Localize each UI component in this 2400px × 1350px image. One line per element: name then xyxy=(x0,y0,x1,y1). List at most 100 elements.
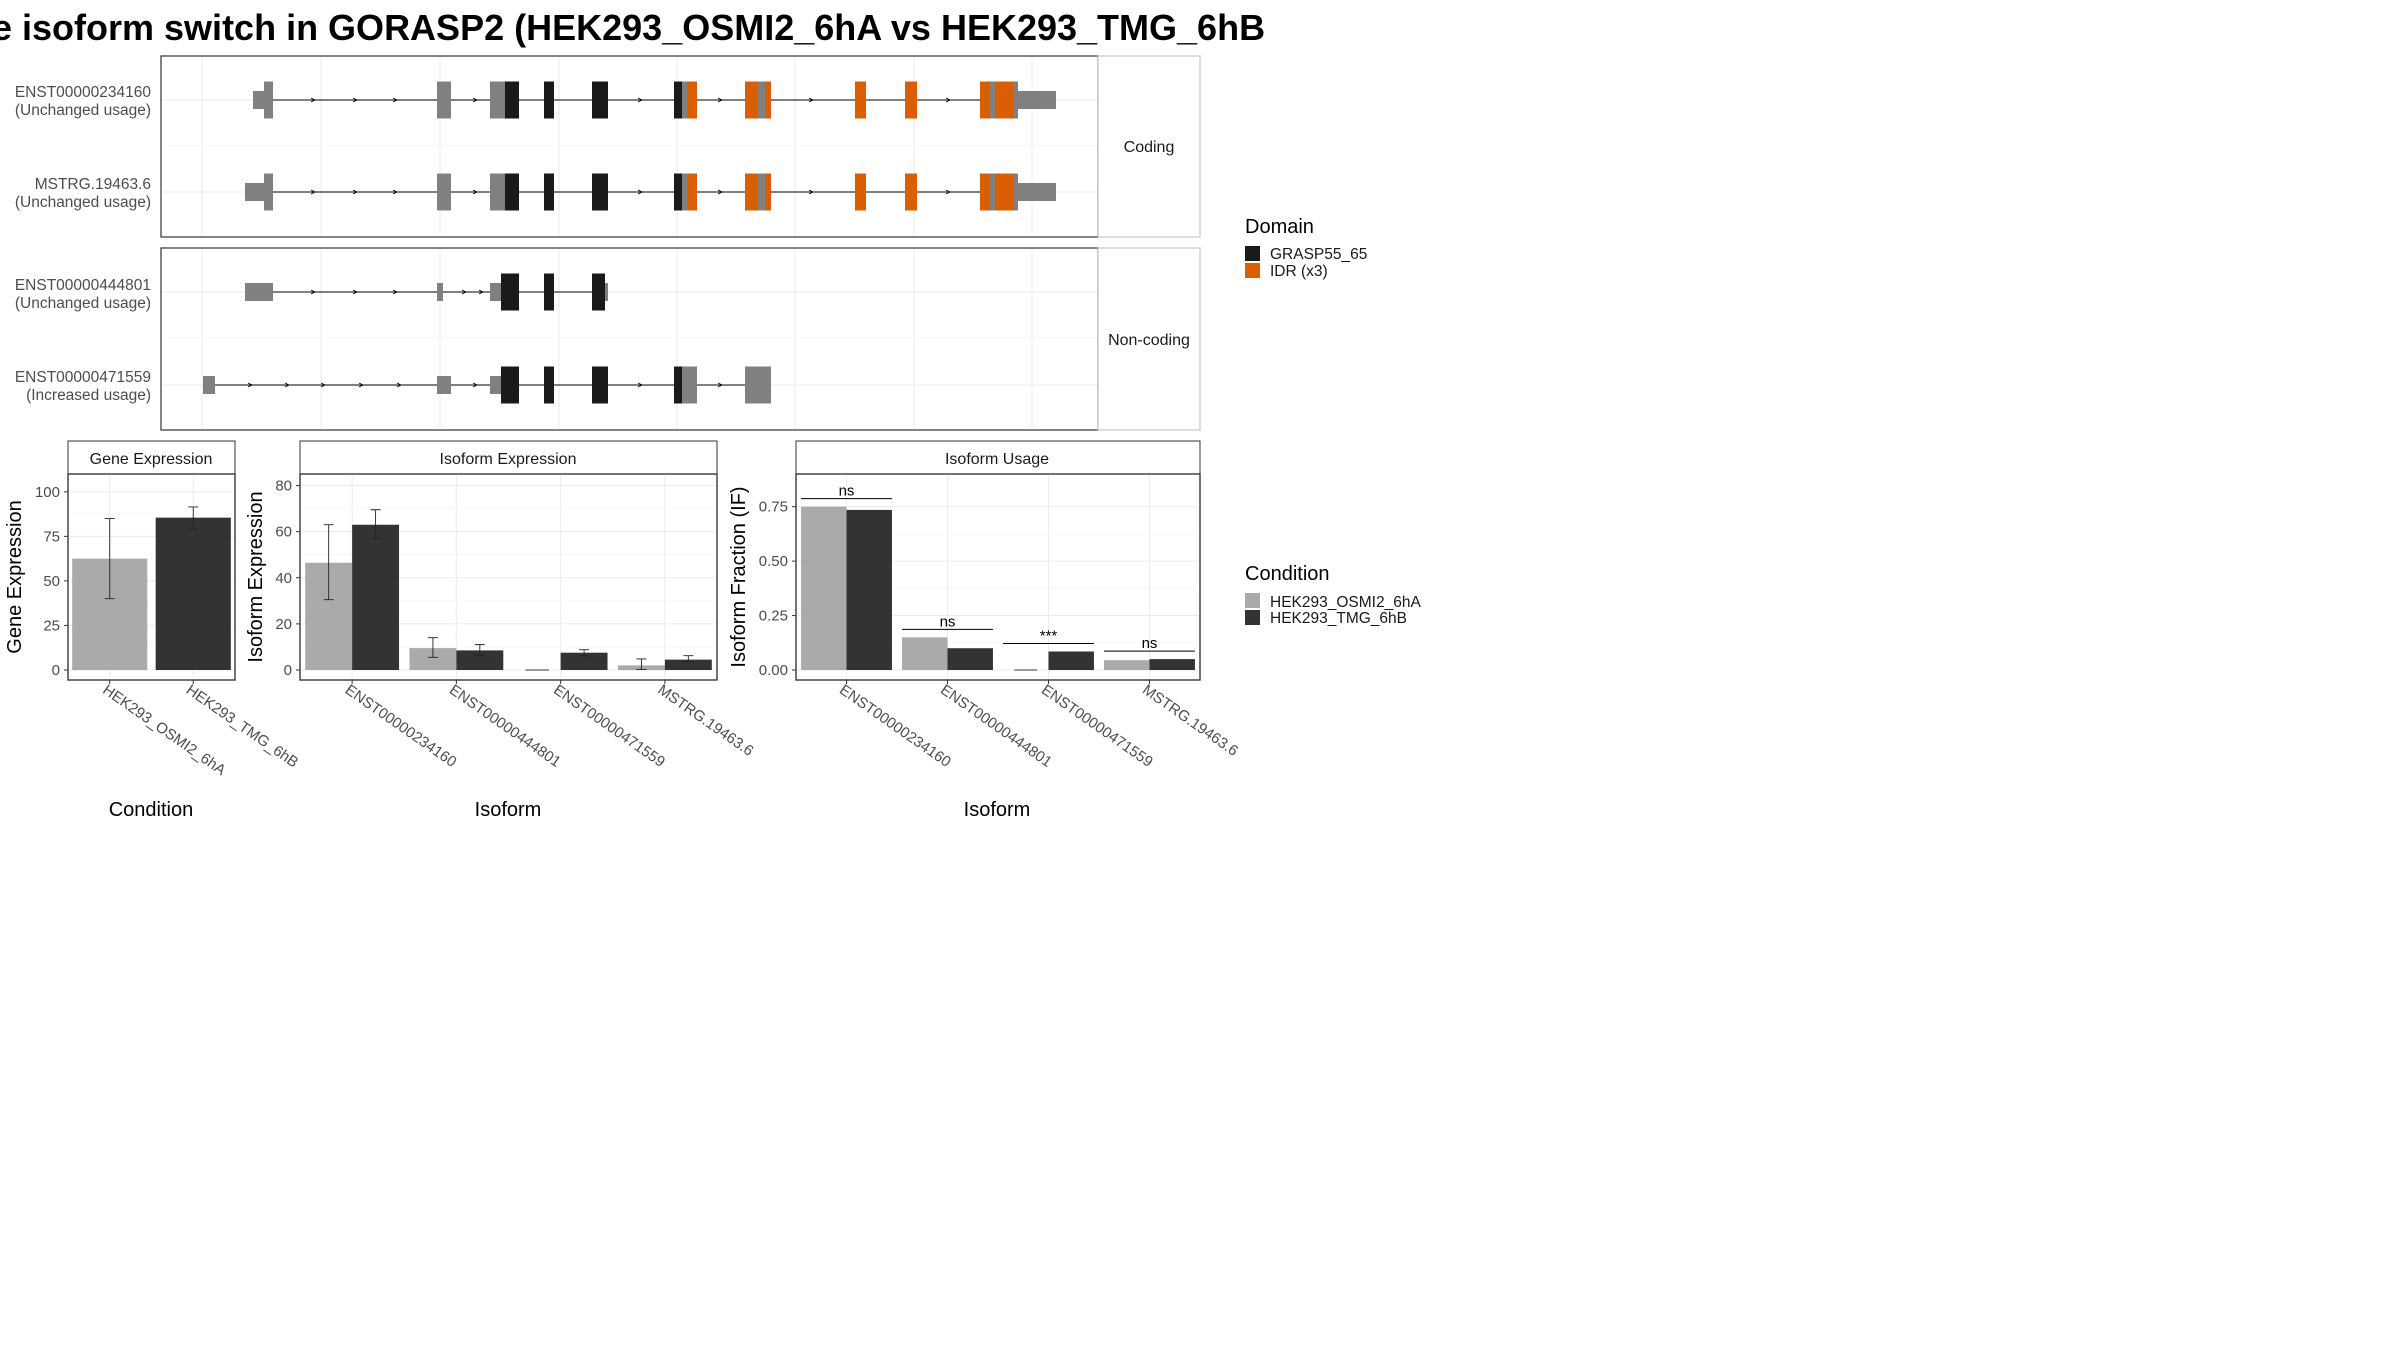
strand-arrow-1-4 xyxy=(637,189,644,195)
exon-1-1 xyxy=(264,173,273,211)
noncoding-strip xyxy=(1097,247,1201,431)
strand-arrow-2-4 xyxy=(478,289,485,295)
gene-expr-ytick-label-2: 50 xyxy=(43,573,60,590)
track-enst00000444801 xyxy=(245,273,608,311)
exon-0-12 xyxy=(765,81,771,119)
transcript-usage-2: (Unchanged usage) xyxy=(15,194,151,211)
strand-arrow-0-7 xyxy=(945,97,952,103)
strand-arrow-0-3 xyxy=(472,97,479,103)
exon-1-10 xyxy=(745,173,758,211)
iso-expr-errorbar-0-1 xyxy=(370,509,381,540)
legend-swatch-idr xyxy=(1245,263,1260,278)
exon-0-18 xyxy=(1014,81,1018,119)
iso-expr-xtick-label-1: ENST00000444801 xyxy=(446,681,564,771)
iso-expr-bar-3-1 xyxy=(664,659,712,670)
exon-0-16 xyxy=(990,81,995,119)
transcript-id-2: MSTRG.19463.6 xyxy=(35,176,151,193)
strand-arrow-1-2 xyxy=(392,189,399,195)
exon-1-15 xyxy=(980,173,990,211)
legend-swatch-cond-a xyxy=(1245,593,1260,608)
strand-arrow-0-6 xyxy=(808,97,815,103)
iso-usage-bar-3-1 xyxy=(1149,659,1195,670)
iso-usage-ytick-label-3: 0.75 xyxy=(759,499,788,516)
iso-usage-strip xyxy=(795,440,1201,475)
strand-arrow-1-7 xyxy=(945,189,952,195)
exon-1-12 xyxy=(765,173,771,211)
iso-expr-frame-outline xyxy=(299,473,718,681)
exon-1-3 xyxy=(490,173,505,211)
iso-usage-bar-0-0 xyxy=(801,506,847,670)
exon-3-0 xyxy=(203,376,215,394)
gene-expr-strip xyxy=(67,440,236,475)
legend-label-cond-a: HEK293_OSMI2_6hA xyxy=(1270,594,1421,611)
gene-expression-xlabel: Condition xyxy=(109,799,194,821)
iso-usage-sig-label-3: ns xyxy=(1142,635,1158,652)
exon-1-7 xyxy=(674,173,682,211)
transcript-id-1: ENST00000234160 xyxy=(15,84,152,101)
strand-arrow-0-1 xyxy=(352,97,359,103)
exon-1-14 xyxy=(905,173,917,211)
strand-arrow-0-0 xyxy=(310,97,317,103)
strand-arrow-1-5 xyxy=(717,189,724,195)
gene-expression-ylabel: Gene Expression xyxy=(4,500,26,653)
exon-0-13 xyxy=(855,81,866,119)
exon-0-4 xyxy=(505,81,519,119)
exon-1-6 xyxy=(592,173,608,211)
exon-2-2 xyxy=(490,283,501,301)
iso-expr-xtick-label-3: MSTRG.19463.6 xyxy=(655,681,757,759)
strand-arrow-1-3 xyxy=(472,189,479,195)
gene-expr-ytick-label-3: 75 xyxy=(43,528,60,545)
exon-3-3 xyxy=(501,366,519,404)
strand-arrow-3-5 xyxy=(472,382,479,388)
isoform-expression-strip-title: Isoform Expression xyxy=(440,451,577,468)
exon-0-9 xyxy=(687,81,697,119)
exon-1-18 xyxy=(1014,173,1018,211)
exon-0-7 xyxy=(674,81,682,119)
iso-usage-xtick-label-3: MSTRG.19463.6 xyxy=(1139,681,1241,759)
iso-expr-errorbar-0-0 xyxy=(323,524,334,601)
transcript-id-3: ENST00000444801 xyxy=(15,277,151,294)
strand-arrow-1-0 xyxy=(310,189,317,195)
iso-usage-bar-1-1 xyxy=(947,648,993,670)
isoform-usage-strip-title: Isoform Usage xyxy=(945,451,1049,468)
exon-0-19 xyxy=(1018,91,1056,109)
iso-expr-ytick-label-4: 80 xyxy=(275,478,292,495)
strand-arrow-2-0 xyxy=(310,289,317,295)
coding-strip-label: Coding xyxy=(1124,139,1175,156)
iso-expr-errorbar-1-1 xyxy=(474,644,485,656)
exon-0-8 xyxy=(682,81,687,119)
strand-arrow-0-5 xyxy=(717,97,724,103)
coding-strip xyxy=(1097,55,1201,238)
iso-expr-ytick-label-3: 60 xyxy=(275,524,292,541)
exon-1-19 xyxy=(1018,183,1056,201)
exon-0-11 xyxy=(758,81,765,119)
iso-usage-bar-1-0 xyxy=(902,637,948,670)
iso-usage-bar-3-0 xyxy=(1104,660,1150,670)
transcript-usage-3: (Unchanged usage) xyxy=(15,295,151,312)
iso-expr-bar-1-0 xyxy=(409,648,457,670)
exon-2-0 xyxy=(245,283,273,301)
figure: e isoform switch in GORASP2 (HEK293_OSMI… xyxy=(0,7,1421,821)
exon-0-3 xyxy=(490,81,505,119)
exon-3-1 xyxy=(437,376,451,394)
iso-usage-bar-2-1 xyxy=(1048,651,1094,670)
iso-usage-sig-label-2: *** xyxy=(1040,627,1058,644)
iso-expr-errorbar-1-0 xyxy=(427,637,438,658)
strand-arrow-3-7 xyxy=(717,382,724,388)
iso-expr-ytick-label-2: 40 xyxy=(275,570,292,587)
exon-1-0 xyxy=(245,183,264,201)
exon-0-2 xyxy=(437,81,451,119)
exon-2-1 xyxy=(437,283,443,301)
iso-usage-xtick-label-0: ENST00000234160 xyxy=(836,681,954,771)
gene-expr-bar-1-0 xyxy=(155,517,231,670)
iso-expr-strip xyxy=(299,440,718,475)
gene-expr-frame-outline xyxy=(67,473,236,681)
strand-arrow-3-4 xyxy=(396,382,403,388)
exon-2-3 xyxy=(501,273,519,311)
exon-2-6 xyxy=(605,283,608,301)
iso-expr-ytick-label-0: 0 xyxy=(284,662,292,679)
isoform-usage-ylabel: Isoform Fraction (IF) xyxy=(728,486,750,667)
domain-legend: Domain GRASP55_65 IDR (x3) xyxy=(1245,216,1367,280)
exon-0-0 xyxy=(253,91,264,109)
iso-usage-frame-outline xyxy=(795,473,1201,681)
